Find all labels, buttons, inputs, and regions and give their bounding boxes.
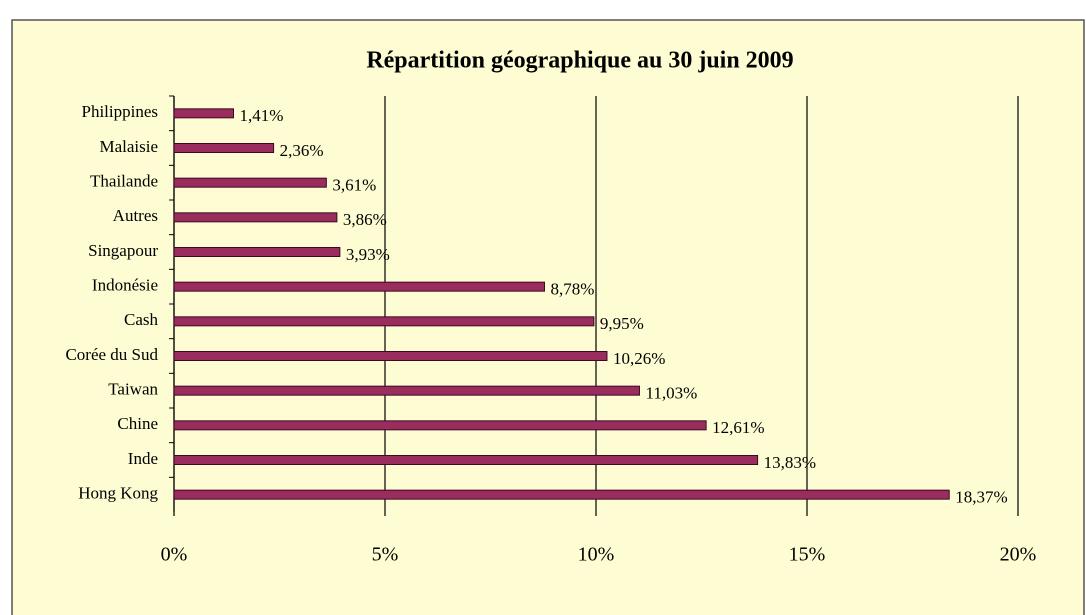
data-label: 8,78% — [551, 280, 595, 299]
y-tick-label: Corée du Sud — [65, 345, 158, 364]
data-label: 10,26% — [613, 349, 665, 368]
y-tick-label: Taiwan — [108, 380, 158, 399]
bar — [173, 143, 275, 153]
data-label: 3,86% — [343, 210, 387, 229]
data-label: 18,37% — [955, 488, 1007, 507]
y-tick-label: Thailande — [90, 172, 158, 191]
data-label: 11,03% — [645, 384, 697, 403]
data-label: 3,61% — [332, 176, 376, 195]
y-tick-label: Cash — [124, 310, 159, 329]
data-label: 13,83% — [764, 453, 816, 472]
bar — [173, 385, 640, 396]
y-tick-label: Autres — [113, 206, 158, 225]
y-tick-label: Philippines — [81, 102, 158, 121]
y-tick-label: Inde — [128, 449, 158, 468]
x-tick-label: 5% — [372, 544, 399, 566]
bar — [173, 108, 235, 119]
bar — [173, 316, 595, 327]
bar — [173, 247, 341, 257]
data-label: 3,93% — [346, 245, 390, 264]
x-tick-label: 20% — [1000, 544, 1037, 566]
y-tick-label: Singapour — [88, 241, 158, 260]
chart-title: Répartition géographique au 30 juin 2009 — [366, 48, 793, 74]
y-tick-label: Indonésie — [92, 276, 158, 295]
bar — [173, 177, 327, 188]
bar — [173, 489, 950, 500]
bar — [173, 281, 546, 292]
bar — [173, 212, 338, 223]
y-tick-label: Hong Kong — [78, 484, 158, 503]
bar — [173, 351, 608, 361]
data-label: 12,61% — [712, 418, 764, 437]
bar — [173, 420, 707, 431]
x-tick-label: 15% — [789, 544, 826, 566]
y-tick-label: Malaisie — [99, 137, 158, 156]
data-label: 1,41% — [240, 106, 284, 125]
y-tick-label: Chine — [117, 414, 158, 433]
data-label: 2,36% — [280, 141, 324, 160]
x-tick-label: 0% — [161, 544, 188, 566]
x-tick-label: 10% — [578, 544, 615, 566]
data-label: 9,95% — [600, 314, 644, 333]
bar — [173, 455, 759, 465]
